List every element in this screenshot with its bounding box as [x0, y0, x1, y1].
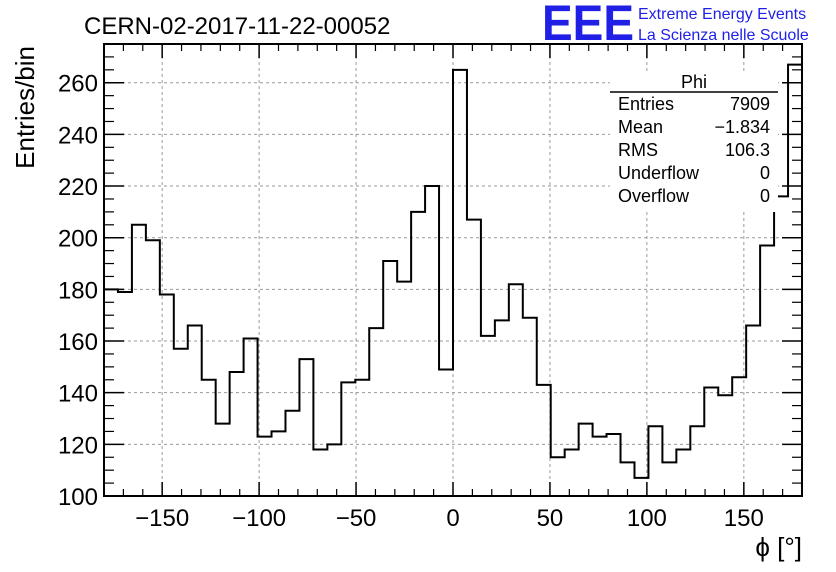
y-tick-label: 220 [58, 174, 98, 201]
y-tick-label: 180 [58, 277, 98, 304]
x-tick-labels: −150 −100 −50 0 50 100 150 [135, 505, 764, 532]
x-tick-label: −100 [232, 505, 286, 532]
y-axis-label: Entries/bin [10, 46, 40, 169]
chart-title: CERN-02-2017-11-22-00052 [84, 13, 390, 40]
stats-value: −1.834 [714, 117, 770, 137]
axis-ticks [103, 43, 803, 497]
stats-title: Phi [681, 72, 707, 92]
branding-line1: Extreme Energy Events [638, 6, 806, 23]
x-tick-label: 50 [537, 505, 564, 532]
stats-label: Overflow [618, 186, 690, 206]
histogram-line [104, 63, 802, 479]
stats-value: 106.3 [725, 140, 770, 160]
y-tick-label: 200 [58, 226, 98, 253]
eee-logo: EEE [542, 0, 634, 51]
x-tick-label: 100 [627, 505, 667, 532]
x-tick-label: −50 [336, 505, 377, 532]
stats-label: Mean [618, 117, 663, 137]
x-axis-label: ϕ [°] [755, 532, 802, 562]
y-tick-label: 100 [58, 484, 98, 511]
y-tick-label: 160 [58, 329, 98, 356]
stats-value: 7909 [730, 94, 770, 114]
stats-value: 0 [760, 163, 770, 183]
y-tick-label: 120 [58, 432, 98, 459]
stats-label: Underflow [618, 163, 700, 183]
branding-line2: La Scienza nelle Scuole [638, 27, 809, 44]
y-tick-label: 240 [58, 122, 98, 149]
stats-value: 0 [760, 186, 770, 206]
stats-label: Entries [618, 94, 674, 114]
stats-label: RMS [618, 140, 658, 160]
y-tick-label: 260 [58, 71, 98, 98]
x-tick-label: −150 [135, 505, 189, 532]
y-tick-labels: 100 120 140 160 180 200 220 240 260 [58, 71, 98, 511]
x-tick-label: 150 [724, 505, 764, 532]
x-tick-label: 0 [446, 505, 459, 532]
stats-box: Phi Entries 7909 Mean −1.834 RMS 106.3 Underfl… [610, 72, 778, 212]
y-tick-label: 140 [58, 381, 98, 408]
